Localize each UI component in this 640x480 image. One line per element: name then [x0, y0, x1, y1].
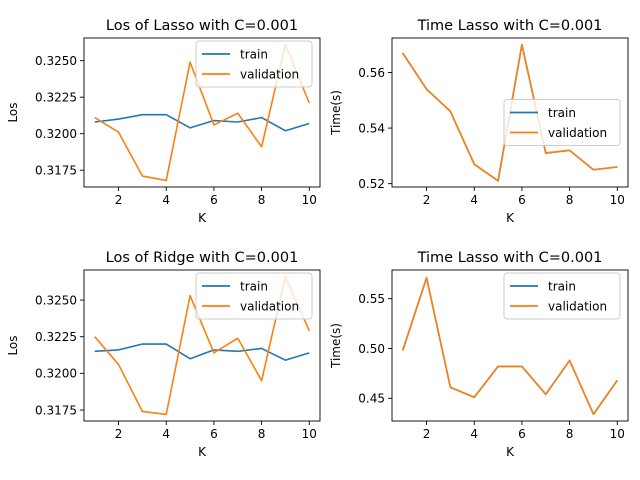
chart-panel-4: Time Lasso with C=0.001 2 4 6 8 10 0.45 0.50 0.5… [329, 250, 629, 459]
x-tick-label: 6 [210, 193, 218, 207]
x-tick-label: 8 [566, 427, 574, 441]
x-tick-label: 8 [258, 427, 266, 441]
x-tick-label: 2 [115, 193, 123, 207]
legend-label: train [240, 279, 268, 293]
legend-box [195, 40, 313, 88]
chart-panel-2: Time Lasso with C=0.001 2 4 6 8 10 0.52 0.54 0.5… [329, 18, 629, 225]
legend-label: train [548, 106, 576, 120]
y-tick-label: 0.55 [358, 292, 385, 306]
x-axis-label: K [506, 211, 515, 225]
x-tick-label: 8 [258, 193, 266, 207]
x-tick-label: 2 [423, 427, 431, 441]
x-tick-label: 10 [302, 427, 317, 441]
y-tick-label: 0.50 [358, 342, 385, 356]
x-tick-label: 2 [115, 427, 123, 441]
x-tick-label: 4 [162, 427, 170, 441]
y-axis-label: Time(s) [329, 323, 343, 369]
x-tick-label: 4 [470, 427, 478, 441]
y-tick-label: 0.3200 [35, 127, 77, 141]
x-tick-label: 4 [470, 193, 478, 207]
legend-label: train [548, 279, 576, 293]
legend: train validation [503, 272, 621, 320]
series-line-train [94, 113, 310, 132]
chart-title: Time Lasso with C=0.001 [417, 18, 603, 34]
y-tick-label: 0.3175 [35, 164, 77, 178]
plot-frame [83, 269, 321, 422]
x-tick-label: 8 [566, 193, 574, 207]
x-axis-label: K [198, 211, 207, 225]
y-tick-label: 0.3200 [35, 367, 77, 381]
legend-label: validation [548, 126, 607, 140]
series-line-validation [94, 275, 311, 416]
legend: train validation [195, 272, 313, 320]
x-tick-label: 10 [610, 193, 625, 207]
chart-title: Los of Ridge with C=0.001 [106, 250, 299, 266]
chart-title: Time Lasso with C=0.001 [417, 250, 603, 266]
legend-label: validation [240, 299, 299, 313]
legend-box [503, 99, 621, 146]
y-axis-label: Los [6, 102, 20, 122]
chart-panel-3: Los of Ridge with C=0.001 2 4 6 8 10 0.3175 0.3… [6, 250, 321, 459]
legend-label: validation [548, 299, 607, 313]
plot-frame [391, 269, 629, 422]
legend-label: train [240, 47, 268, 61]
y-tick-label: 0.56 [358, 66, 385, 80]
y-tick-label: 0.52 [358, 177, 385, 191]
y-tick-label: 0.3250 [35, 293, 77, 307]
plot-frame [391, 37, 629, 188]
y-tick-label: 0.45 [358, 392, 385, 406]
x-tick-label: 4 [162, 193, 170, 207]
x-tick-label: 10 [302, 193, 317, 207]
x-tick-label: 6 [210, 427, 218, 441]
series-line-train [94, 343, 310, 361]
x-axis-label: K [506, 445, 515, 459]
x-tick-label: 6 [518, 193, 526, 207]
chart-title: Los of Lasso with C=0.001 [106, 18, 298, 34]
x-tick-label: 2 [423, 193, 431, 207]
legend-box [503, 272, 621, 320]
legend-box [195, 272, 313, 320]
x-axis-label: K [198, 445, 207, 459]
series-line-validation [401, 276, 618, 416]
y-tick-label: 0.54 [358, 121, 385, 135]
chart-panel-1: Los of Lasso with C=0.001 2 4 6 8 10 0.3175 0.3… [6, 18, 321, 225]
y-tick-label: 0.3225 [35, 90, 77, 104]
y-axis-label: Time(s) [329, 90, 343, 136]
legend: train validation [195, 40, 313, 88]
x-tick-label: 6 [518, 427, 526, 441]
y-tick-label: 0.3225 [35, 330, 77, 344]
series-line-validation [94, 43, 311, 182]
y-tick-label: 0.3250 [35, 54, 77, 68]
plot-frame [83, 37, 321, 188]
y-axis-label: Los [6, 335, 20, 355]
legend: train validation [503, 99, 621, 146]
legend-label: validation [240, 67, 299, 81]
y-tick-label: 0.3175 [35, 403, 77, 417]
x-tick-label: 10 [610, 427, 625, 441]
